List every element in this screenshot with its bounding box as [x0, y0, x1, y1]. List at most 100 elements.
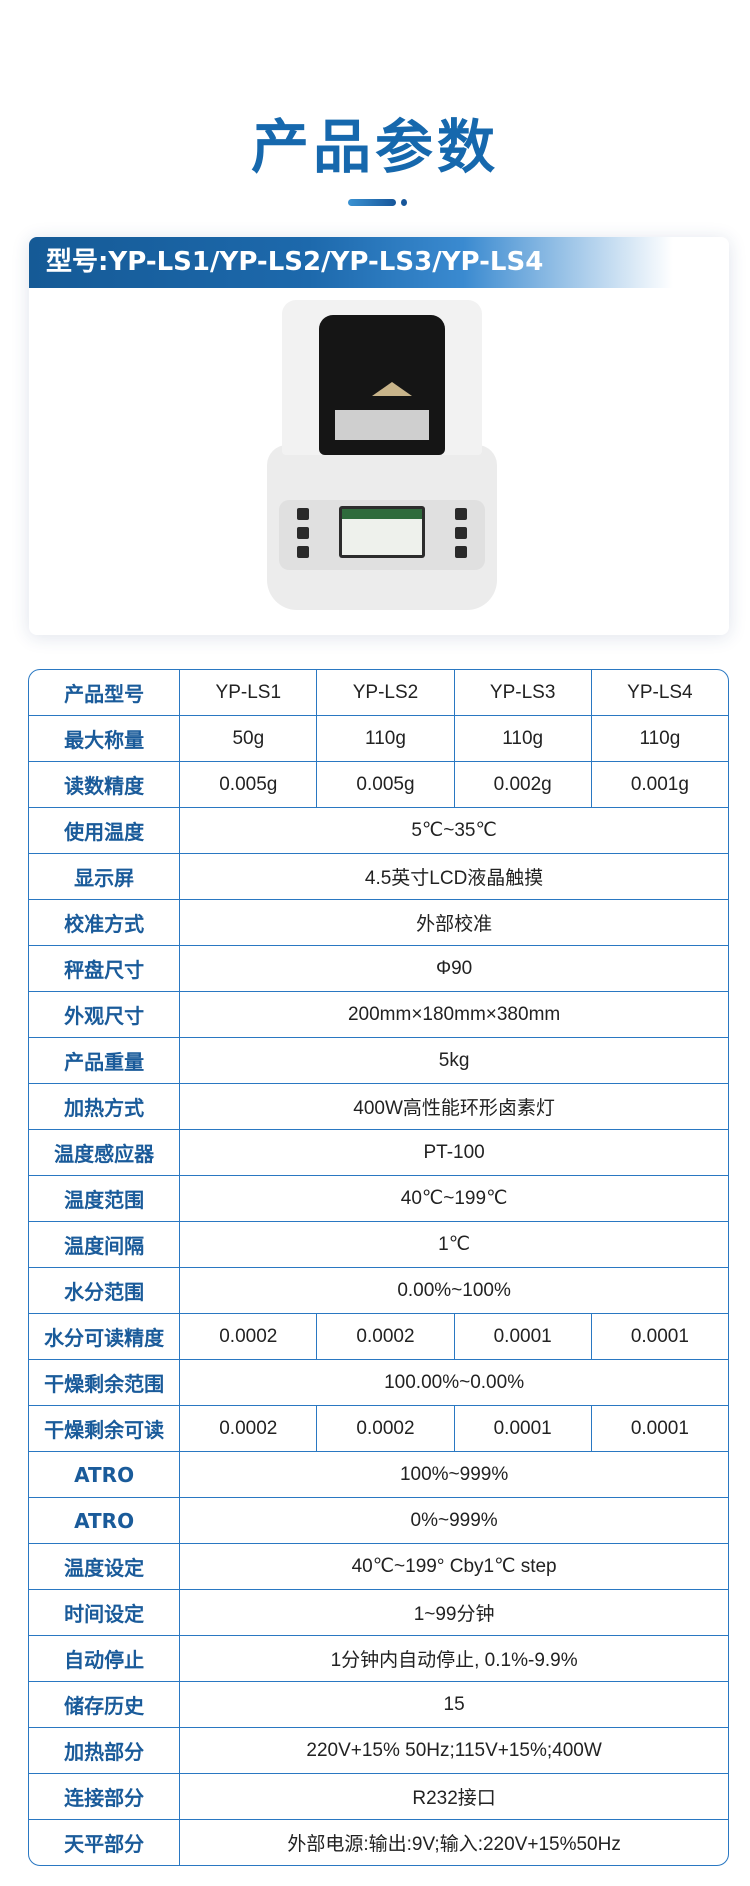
spec-label: 产品型号	[29, 670, 181, 716]
spec-label: 温度感应器	[29, 1130, 181, 1176]
spec-value: 40℃~199℃	[180, 1176, 728, 1222]
spec-label: 最大称量	[29, 716, 181, 762]
spec-row: 使用温度 5℃~35℃	[29, 808, 728, 854]
spec-row: 秤盘尺寸 Φ90	[29, 946, 728, 992]
spec-row: 自动停止 1分钟内自动停止, 0.1%-9.9%	[29, 1636, 728, 1682]
spec-value: 0.0002	[180, 1314, 318, 1360]
spec-label: 秤盘尺寸	[29, 946, 181, 992]
product-card: 型号:YP-LS1/YP-LS2/YP-LS3/YP-LS4	[29, 237, 729, 635]
model-banner: 型号:YP-LS1/YP-LS2/YP-LS3/YP-LS4	[29, 237, 729, 288]
title-dot	[401, 199, 407, 206]
spec-value: 100%~999%	[180, 1452, 728, 1498]
spec-label: 温度设定	[29, 1544, 181, 1590]
spec-value: 1分钟内自动停止, 0.1%-9.9%	[180, 1636, 728, 1682]
lid-window	[335, 410, 429, 440]
spec-value: YP-LS1	[180, 670, 318, 716]
spec-value: 0.005g	[180, 762, 318, 808]
spec-label: 显示屏	[29, 854, 181, 900]
spec-row: 水分可读精度 0.0002 0.0002 0.0001 0.0001	[29, 1314, 728, 1360]
analyzer-base	[267, 445, 497, 610]
spec-label: 产品重量	[29, 1038, 181, 1084]
spec-label: ATRO	[29, 1452, 181, 1498]
spec-value: 1℃	[180, 1222, 728, 1268]
spec-value: 50g	[180, 716, 318, 762]
spec-row: 连接部分 R232接口	[29, 1774, 728, 1820]
spec-label: ATRO	[29, 1498, 181, 1544]
spec-value: Φ90	[180, 946, 728, 992]
spec-value: PT-100	[180, 1130, 728, 1176]
spec-value: 0.0001	[591, 1406, 728, 1452]
spec-row: 水分范围 0.00%~100%	[29, 1268, 728, 1314]
spec-row: 温度间隔 1℃	[29, 1222, 728, 1268]
spec-value: 110g	[454, 716, 592, 762]
panel-key	[455, 527, 467, 539]
spec-row: 干燥剩余范围 100.00%~0.00%	[29, 1360, 728, 1406]
spec-label: 加热方式	[29, 1084, 181, 1130]
panel-key	[297, 508, 309, 520]
spec-value: 0.005g	[317, 762, 455, 808]
heat-warning-icon	[372, 382, 412, 396]
spec-value: 200mm×180mm×380mm	[180, 992, 728, 1038]
spec-label: 加热部分	[29, 1728, 181, 1774]
panel-key	[455, 546, 467, 558]
spec-row: 产品重量 5kg	[29, 1038, 728, 1084]
spec-label: 校准方式	[29, 900, 181, 946]
spec-row: 时间设定 1~99分钟	[29, 1590, 728, 1636]
panel-key	[297, 546, 309, 558]
title-underline	[348, 199, 396, 206]
spec-table: 产品型号 YP-LS1 YP-LS2 YP-LS3 YP-LS4 最大称量 50g 110g 1…	[28, 669, 729, 1866]
spec-label: 外观尺寸	[29, 992, 181, 1038]
spec-row: ATRO 0%~999%	[29, 1498, 728, 1544]
spec-row: 天平部分 外部电源:输出:9V;输入:220V+15%50Hz	[29, 1820, 728, 1865]
spec-row: 显示屏 4.5英寸LCD液晶触摸	[29, 854, 728, 900]
spec-value: 400W高性能环形卤素灯	[180, 1084, 728, 1130]
spec-value: 220V+15% 50Hz;115V+15%;400W	[180, 1728, 728, 1774]
spec-value: 5kg	[180, 1038, 728, 1084]
spec-label: 使用温度	[29, 808, 181, 854]
panel-key	[297, 527, 309, 539]
spec-label: 读数精度	[29, 762, 181, 808]
spec-value: 110g	[317, 716, 455, 762]
spec-row: 加热部分 220V+15% 50Hz;115V+15%;400W	[29, 1728, 728, 1774]
spec-value: YP-LS3	[454, 670, 592, 716]
spec-row: 最大称量 50g 110g 110g 110g	[29, 716, 728, 762]
spec-row: 加热方式 400W高性能环形卤素灯	[29, 1084, 728, 1130]
heating-lid	[319, 315, 445, 455]
spec-value: 4.5英寸LCD液晶触摸	[180, 854, 728, 900]
spec-value: 0.0002	[317, 1314, 455, 1360]
spec-value: 0.0001	[454, 1406, 592, 1452]
spec-label: 温度间隔	[29, 1222, 181, 1268]
control-panel	[279, 500, 485, 570]
spec-value: 0.0001	[591, 1314, 728, 1360]
panel-key	[455, 508, 467, 520]
spec-value: 5℃~35℃	[180, 808, 728, 854]
spec-label: 自动停止	[29, 1636, 181, 1682]
spec-value: 110g	[591, 716, 728, 762]
spec-label: 储存历史	[29, 1682, 181, 1728]
spec-label: 时间设定	[29, 1590, 181, 1636]
spec-row: 读数精度 0.005g 0.005g 0.002g 0.001g	[29, 762, 728, 808]
spec-row: 产品型号 YP-LS1 YP-LS2 YP-LS3 YP-LS4	[29, 670, 728, 716]
spec-row: 外观尺寸 200mm×180mm×380mm	[29, 992, 728, 1038]
spec-value: 1~99分钟	[180, 1590, 728, 1636]
spec-row: 温度设定 40℃~199° Cby1℃ step	[29, 1544, 728, 1590]
spec-value: YP-LS2	[317, 670, 455, 716]
spec-label: 温度范围	[29, 1176, 181, 1222]
page-title: 产品参数	[250, 113, 499, 181]
spec-label: 连接部分	[29, 1774, 181, 1820]
spec-label: 水分范围	[29, 1268, 181, 1314]
spec-label: 水分可读精度	[29, 1314, 181, 1360]
spec-row: 温度范围 40℃~199℃	[29, 1176, 728, 1222]
spec-row: 干燥剩余可读 0.0002 0.0002 0.0001 0.0001	[29, 1406, 728, 1452]
spec-value: 15	[180, 1682, 728, 1728]
spec-value: 0.00%~100%	[180, 1268, 728, 1314]
spec-row: 校准方式 外部校准	[29, 900, 728, 946]
spec-row: ATRO 100%~999%	[29, 1452, 728, 1498]
spec-value: 0.001g	[591, 762, 728, 808]
spec-value: 100.00%~0.00%	[180, 1360, 728, 1406]
spec-value: 0.0001	[454, 1314, 592, 1360]
spec-value: R232接口	[180, 1774, 728, 1820]
touch-screen	[339, 506, 425, 558]
spec-value: 0.0002	[180, 1406, 318, 1452]
moisture-analyzer-image	[267, 300, 497, 610]
